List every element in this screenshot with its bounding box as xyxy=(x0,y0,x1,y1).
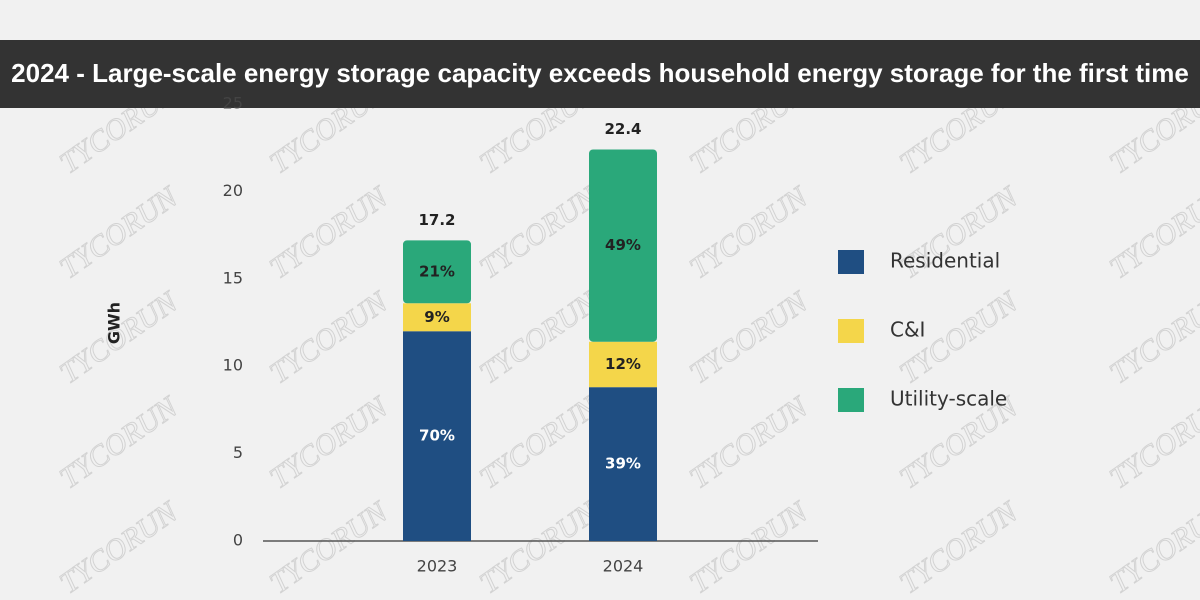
segment-share-label: 70% xyxy=(419,427,455,445)
segment-share-label: 49% xyxy=(605,236,641,254)
y-axis-label: GWh xyxy=(105,302,124,344)
bar-segment xyxy=(403,303,471,332)
legend-label: Utility-scale xyxy=(890,387,1007,411)
y-tick-label: 15 xyxy=(223,268,243,287)
segment-share-label: 9% xyxy=(424,308,449,326)
chart-title: 2024 - Large-scale energy storage capaci… xyxy=(11,58,1189,88)
y-tick-label: 25 xyxy=(223,94,243,113)
y-tick-label: 5 xyxy=(233,443,243,462)
legend-swatch xyxy=(838,388,864,412)
bar-segment xyxy=(403,240,471,304)
y-tick-label: 10 xyxy=(223,356,243,375)
legend-label: C&I xyxy=(890,318,925,342)
bar-segment xyxy=(589,387,657,541)
bar-segment xyxy=(589,341,657,388)
bar-segment xyxy=(589,149,657,342)
x-tick-label: 2023 xyxy=(417,557,458,576)
total-label: 17.2 xyxy=(418,211,455,229)
title-banner xyxy=(0,40,1200,108)
legend-label: Residential xyxy=(890,249,1000,273)
y-tick-label: 20 xyxy=(223,181,243,200)
segment-share-label: 39% xyxy=(605,455,641,473)
y-tick-label: 0 xyxy=(233,531,243,550)
total-label: 22.4 xyxy=(604,120,641,138)
legend-swatch xyxy=(838,250,864,274)
segment-share-label: 12% xyxy=(605,355,641,373)
legend-swatch xyxy=(838,319,864,343)
segment-share-label: 21% xyxy=(419,262,455,280)
bar-segment xyxy=(403,331,471,541)
x-tick-label: 2024 xyxy=(603,557,644,576)
